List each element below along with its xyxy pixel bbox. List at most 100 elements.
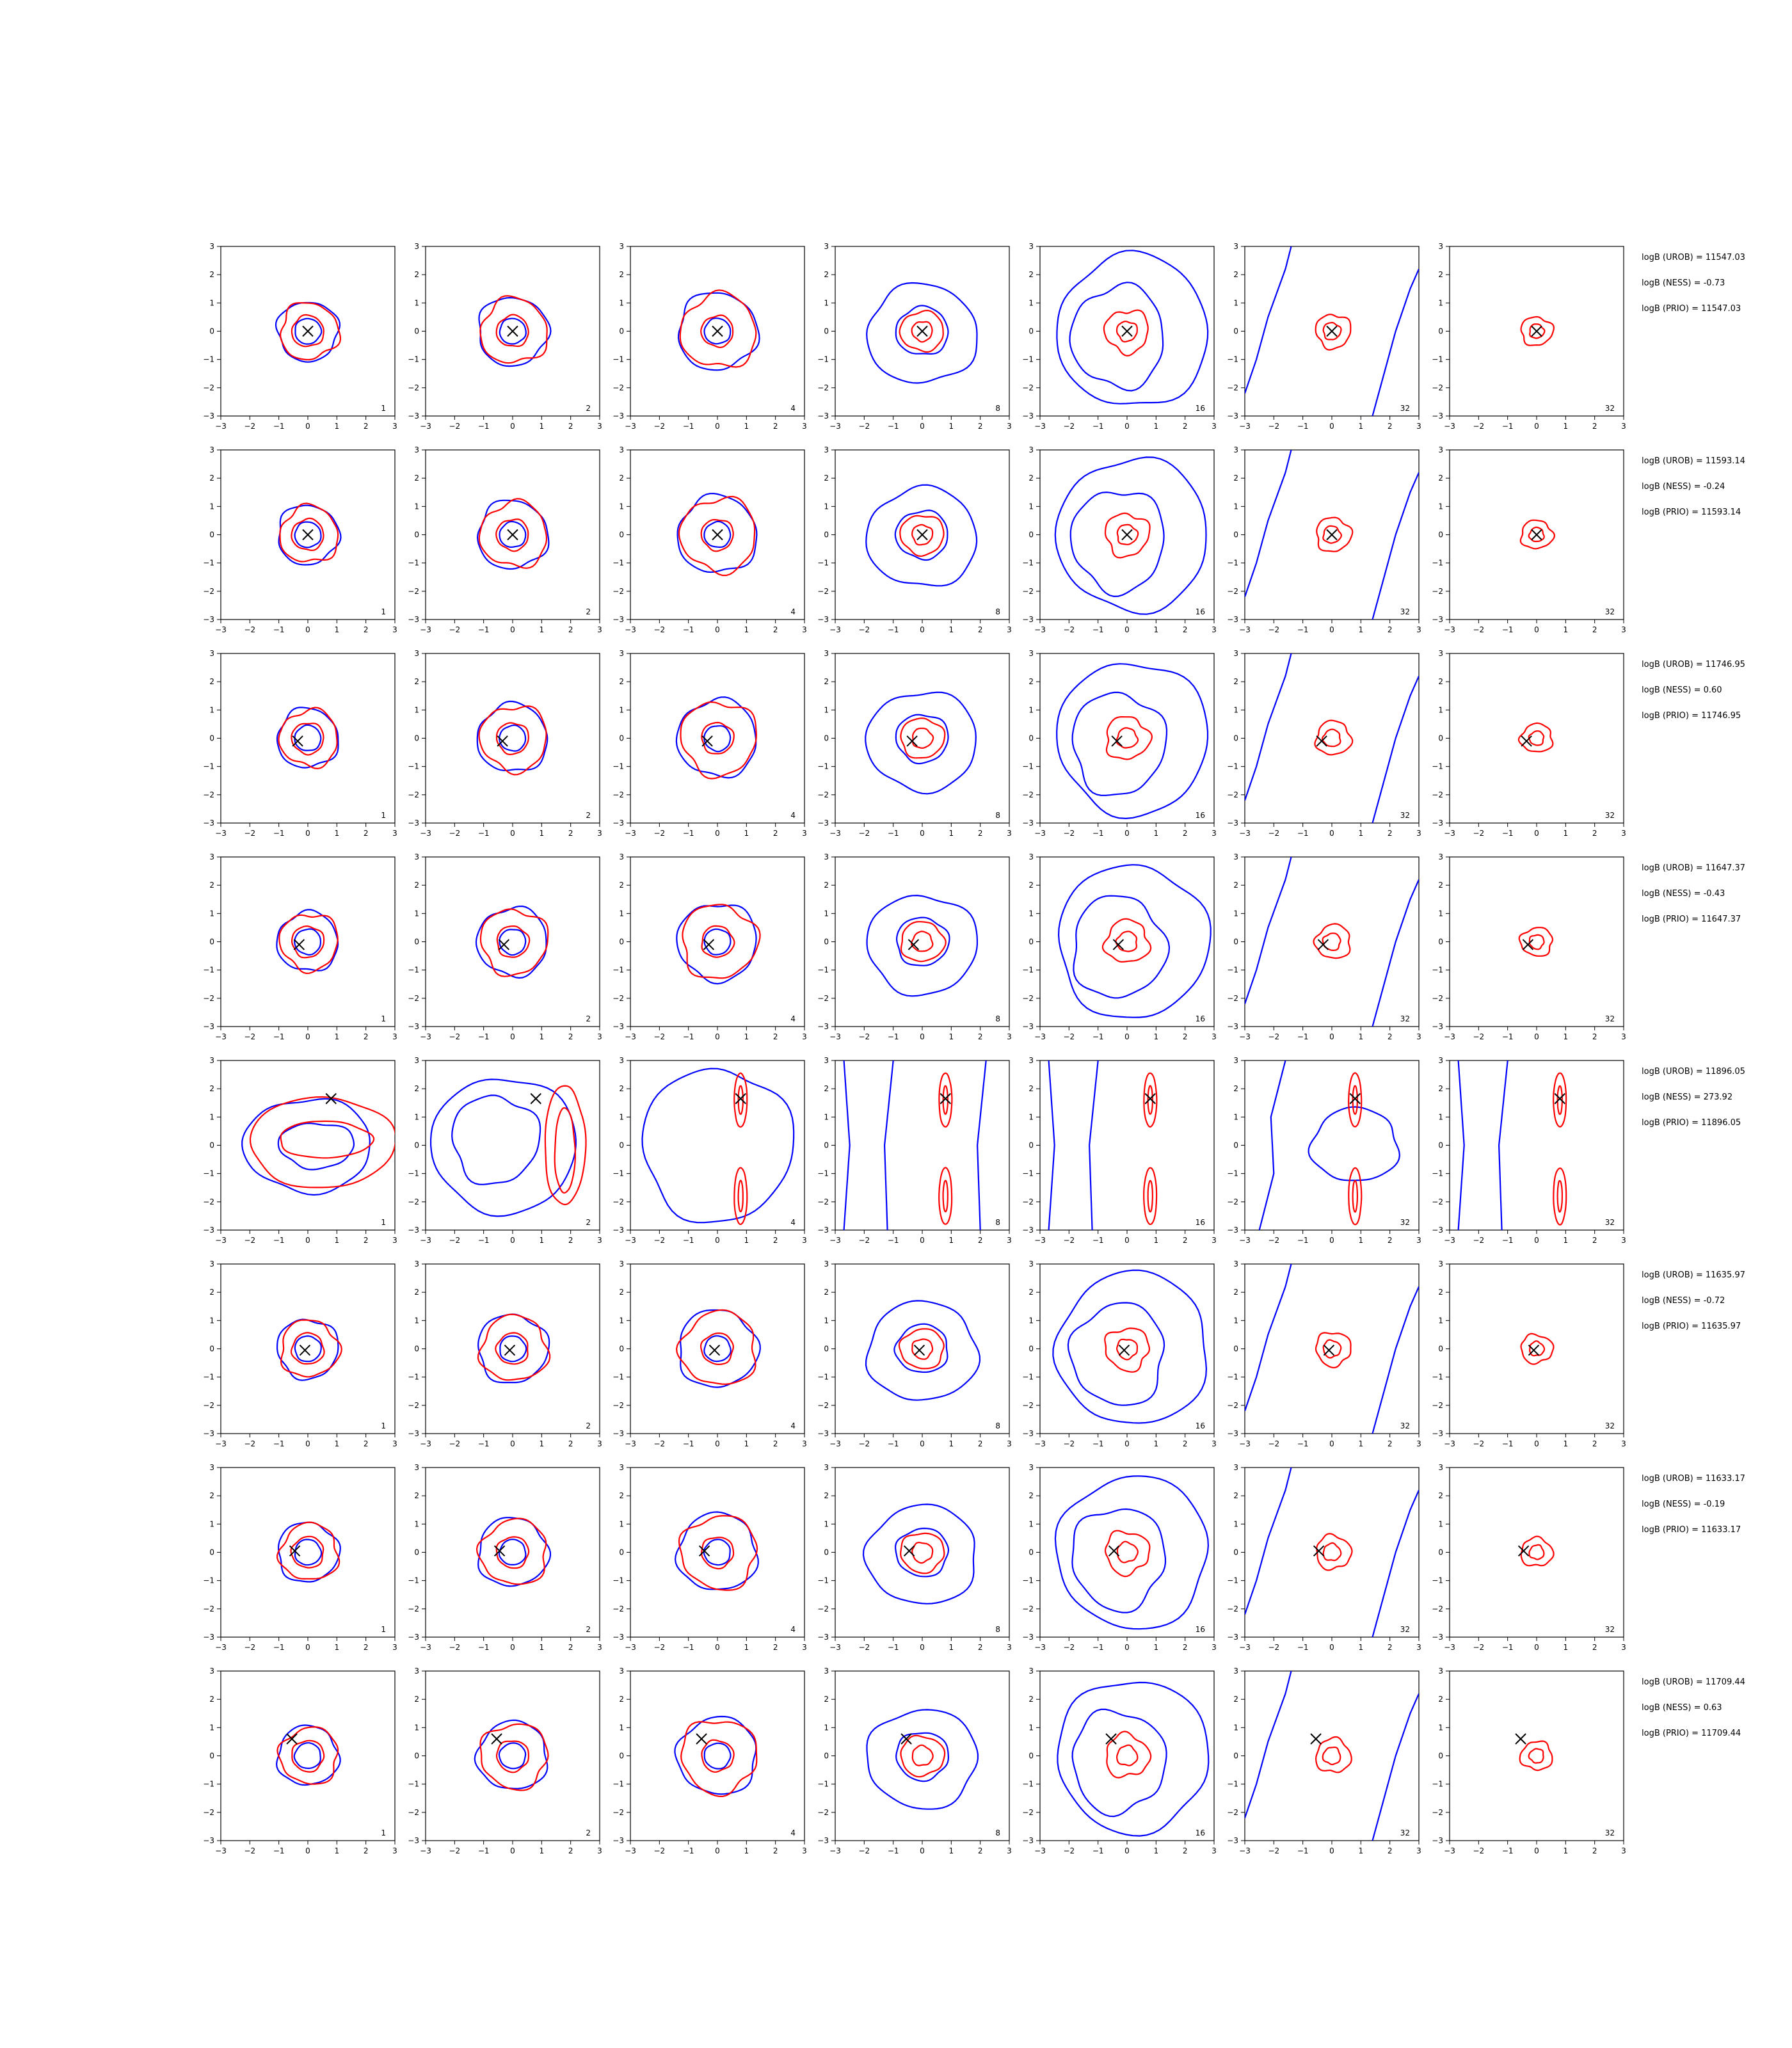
x-marker: [908, 939, 920, 950]
x-marker: [1316, 735, 1327, 747]
x-tick-label: 2: [364, 1032, 369, 1041]
y-tick-label: −3: [203, 1633, 214, 1642]
y-tick-label: −1: [203, 1373, 214, 1382]
y-tick-label: 0: [1028, 1548, 1034, 1557]
x-tick-label: −2: [858, 1846, 870, 1855]
x-tick-label: 0: [1329, 1032, 1334, 1041]
axes-frame: [220, 1670, 396, 1841]
x-marker: [1121, 529, 1133, 541]
x-tick-label: 2: [364, 625, 369, 634]
blue-contour: [894, 1527, 950, 1578]
y-tick-label: −1: [203, 1780, 214, 1789]
x-tick-label: −2: [244, 1439, 255, 1448]
y-tick-label: −1: [1022, 1576, 1034, 1585]
subplot: −3−3 −2 −2 −1 −1 0 0 1 1 2 2 3 3 32: [1432, 445, 1626, 634]
y-tick-label: 2: [1438, 881, 1443, 890]
y-tick-label: −2: [1022, 383, 1034, 392]
y-tick-label: −3: [408, 1633, 419, 1642]
y-tick-label: −1: [1432, 355, 1443, 364]
red-contour: [1104, 1327, 1151, 1373]
x-tick-label: 1: [744, 829, 749, 838]
x-tick-label: 3: [802, 1236, 807, 1245]
x-tick-label: −1: [273, 625, 285, 634]
panel-label: 32: [1605, 607, 1615, 616]
x-tick-label: −3: [1444, 625, 1455, 634]
y-tick-label: −1: [612, 966, 624, 975]
y-tick-label: 3: [619, 649, 624, 658]
y-tick-label: 3: [1233, 1056, 1238, 1065]
panel-label: 16: [1196, 1625, 1205, 1634]
y-tick-label: −3: [408, 412, 419, 420]
y-tick-label: 3: [414, 1667, 419, 1676]
axes-frame: [630, 1263, 805, 1434]
x-tick-label: 1: [949, 1439, 954, 1448]
red-contour: [291, 517, 324, 552]
x-tick-label: −3: [1239, 625, 1251, 634]
x-tick-label: 1: [1359, 1643, 1364, 1652]
x-tick-label: −3: [1239, 1643, 1251, 1652]
red-contour: [495, 1740, 529, 1773]
x-tick-label: 1: [540, 829, 545, 838]
blue-contour: [477, 1313, 550, 1384]
x-tick-label: 1: [1154, 829, 1159, 838]
x-marker: [292, 735, 303, 747]
x-tick-label: −2: [1268, 1643, 1279, 1652]
x-tick-label: −3: [829, 829, 841, 838]
contour-group: [676, 492, 758, 577]
y-tick-label: −1: [1432, 1373, 1443, 1382]
panel-label: 32: [1400, 1828, 1410, 1837]
y-tick-label: 2: [1233, 1695, 1238, 1704]
x-tick-label: −1: [888, 422, 899, 431]
x-tick-label: −3: [625, 625, 636, 634]
contour-group: [1245, 653, 1419, 823]
x-tick-label: 1: [1564, 1846, 1569, 1855]
subplot: −3−3 −2 −2 −1 −1 0 0 1 1 2 2 3 3 32: [1227, 1463, 1421, 1652]
y-tick-label: −2: [1227, 1808, 1238, 1817]
x-tick-label: 2: [1388, 1032, 1393, 1041]
contour-group: [1057, 864, 1212, 1018]
x-tick-label: 2: [568, 1846, 573, 1855]
x-tick-label: −1: [683, 1439, 694, 1448]
x-tick-label: −3: [1239, 1439, 1251, 1448]
red-contour: [280, 1120, 375, 1159]
x-tick-label: 0: [305, 1846, 310, 1855]
y-tick-label: −3: [1227, 412, 1238, 420]
y-tick-label: 1: [1233, 909, 1238, 918]
x-marker: [1326, 529, 1338, 541]
x-tick-label: 0: [920, 1846, 925, 1855]
axes-frame: [835, 1060, 1010, 1231]
x-tick-label: 1: [335, 1643, 340, 1652]
red-contour: [1103, 309, 1149, 357]
y-tick-label: 0: [414, 1345, 419, 1354]
x-tick-label: −2: [1268, 1846, 1279, 1855]
subplot: −3−3 −2 −2 −1 −1 0 0 1 1 2 2 3 3 32: [1227, 1667, 1421, 1855]
blue-contour: [1071, 1508, 1167, 1613]
x-tick-label: 0: [305, 1643, 310, 1652]
y-tick-label: −2: [1022, 790, 1034, 799]
y-tick-label: 0: [414, 734, 419, 743]
y-tick-label: −1: [612, 559, 624, 568]
y-tick-label: 1: [824, 298, 829, 307]
y-tick-label: 0: [824, 734, 829, 743]
x-tick-label: −3: [1444, 829, 1455, 838]
blue-contour: [1498, 1060, 1508, 1230]
panel-label: 8: [995, 1014, 1000, 1023]
y-tick-label: 3: [1438, 1463, 1443, 1472]
y-tick-label: 3: [209, 445, 214, 454]
red-contour: [476, 1517, 547, 1585]
y-tick-label: 2: [1438, 1491, 1443, 1500]
x-tick-label: 1: [949, 625, 954, 634]
y-tick-label: −3: [817, 1429, 829, 1438]
panel-label: 16: [1196, 1218, 1205, 1227]
y-tick-label: −3: [817, 819, 829, 828]
red-contour: [1143, 1167, 1158, 1226]
x-tick-label: 3: [1416, 1236, 1421, 1245]
y-tick-label: 0: [1233, 1141, 1238, 1150]
x-tick-label: 2: [978, 625, 983, 634]
red-contour: [911, 1338, 934, 1360]
x-tick-label: −2: [244, 1236, 255, 1245]
y-tick-label: −2: [817, 790, 829, 799]
